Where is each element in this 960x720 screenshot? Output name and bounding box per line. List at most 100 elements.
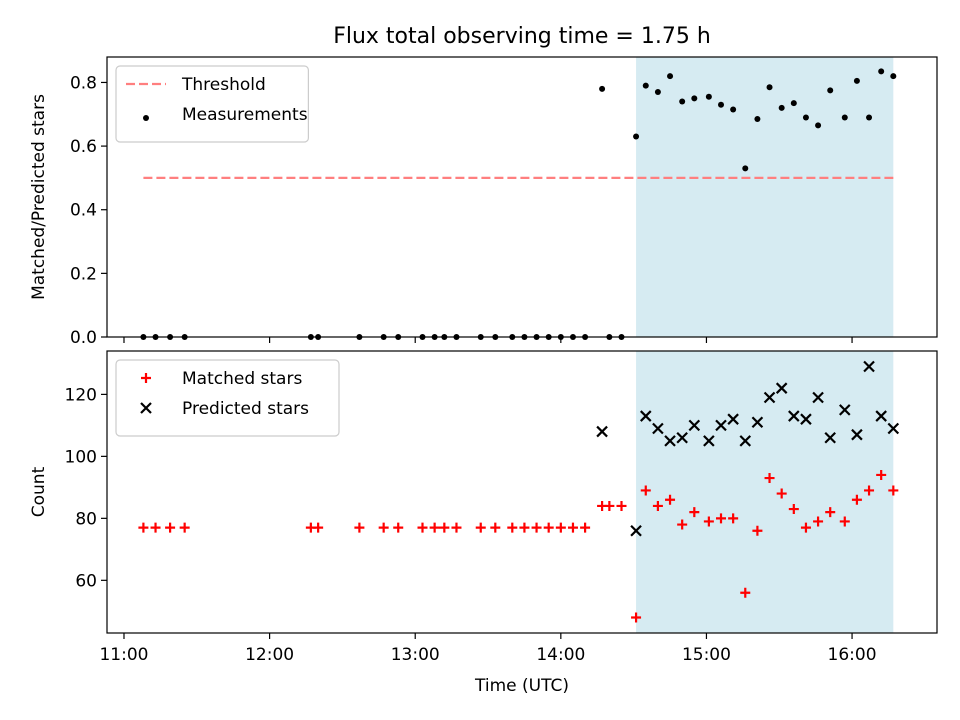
legend-label: Matched stars bbox=[182, 369, 302, 389]
x-tick-label: 15:00 bbox=[682, 645, 731, 665]
matched-stars-point bbox=[800, 522, 811, 533]
measurement-point bbox=[890, 73, 897, 80]
measurement-point bbox=[642, 82, 649, 89]
top-axes-frame bbox=[106, 56, 938, 338]
series-predicted-stars bbox=[596, 360, 900, 537]
matched-stars-point bbox=[851, 494, 862, 505]
y-tick-label: 0.6 bbox=[70, 137, 97, 157]
predicted-stars-point bbox=[875, 410, 887, 422]
predicted-stars-point bbox=[851, 428, 863, 441]
measurement-point bbox=[718, 101, 725, 108]
matched-stars-point bbox=[677, 519, 688, 530]
matched-stars-point bbox=[703, 516, 714, 527]
predicted-stars-point bbox=[751, 416, 764, 429]
matched-stars-point bbox=[165, 522, 176, 533]
y-tick-label: 120 bbox=[65, 385, 97, 405]
measurement-point bbox=[654, 89, 661, 95]
predicted-stars-point bbox=[688, 419, 701, 432]
x-tick-label: 16:00 bbox=[828, 645, 877, 665]
measurement-point bbox=[878, 68, 885, 75]
matched-stars-point bbox=[531, 522, 542, 533]
y-tick-label: 0.0 bbox=[70, 328, 97, 348]
measurement-point bbox=[866, 114, 873, 121]
predicted-stars-point bbox=[887, 422, 900, 435]
top-legend: Threshold Measurements bbox=[115, 65, 309, 143]
matched-stars-point bbox=[888, 485, 899, 496]
matched-stars-point bbox=[839, 516, 850, 527]
measurement-point bbox=[633, 133, 640, 140]
matched-stars-point bbox=[313, 522, 324, 533]
predicted-stars-point bbox=[763, 391, 776, 404]
measurement-point bbox=[691, 95, 698, 102]
matched-stars-point bbox=[393, 522, 404, 533]
matched-stars-point bbox=[825, 507, 836, 518]
x-tick-label: 12:00 bbox=[245, 645, 294, 665]
legend-label: Measurements bbox=[182, 105, 308, 125]
matched-stars-point bbox=[752, 525, 763, 536]
measurement-point bbox=[730, 106, 737, 113]
matched-stars-point bbox=[788, 504, 799, 515]
matched-stars-point bbox=[555, 522, 566, 533]
measurement-point bbox=[853, 77, 860, 84]
predicted-stars-point bbox=[715, 419, 727, 432]
matched-stars-point bbox=[876, 469, 887, 480]
y-tick-label: 0.2 bbox=[70, 264, 97, 284]
predicted-stars-point bbox=[775, 382, 788, 394]
measurement-point bbox=[754, 116, 761, 123]
predicted-stars-point bbox=[727, 413, 739, 425]
bottom-axes-frame bbox=[106, 350, 938, 634]
matched-stars-point bbox=[728, 513, 739, 524]
predicted-stars-point bbox=[630, 524, 642, 537]
matched-stars-point bbox=[567, 522, 578, 533]
matched-stars-point bbox=[616, 500, 627, 511]
measurement-point bbox=[766, 84, 773, 91]
matched-stars-point bbox=[179, 522, 190, 533]
predicted-stars-point bbox=[824, 431, 836, 444]
matched-stars-point bbox=[665, 494, 676, 505]
predicted-stars-point bbox=[639, 410, 652, 422]
matched-stars-point bbox=[740, 587, 751, 598]
legend-box bbox=[115, 65, 309, 143]
y-tick-label: 0.4 bbox=[70, 201, 97, 221]
matched-stars-point bbox=[543, 522, 554, 533]
measurement-point bbox=[599, 85, 606, 92]
matched-stars-point bbox=[640, 485, 651, 496]
matched-stars-point bbox=[652, 500, 663, 511]
bottom-panel: 60 80 100 120 11:00 12:00 13:00 14:00 15:00 16:00… bbox=[29, 350, 938, 696]
series-matched-stars bbox=[138, 469, 899, 623]
y-tick-label: 60 bbox=[75, 571, 97, 591]
measurement-point bbox=[815, 122, 822, 129]
measurement-point bbox=[778, 104, 785, 111]
matched-stars-point bbox=[475, 522, 486, 533]
bottom-legend: Matched stars Predicted stars bbox=[115, 359, 340, 437]
matched-stars-point bbox=[417, 522, 428, 533]
measurement-point bbox=[802, 114, 809, 121]
predicted-stars-point bbox=[800, 413, 812, 425]
matched-stars-point bbox=[451, 522, 462, 533]
y-tick-label: 80 bbox=[75, 509, 97, 529]
x-tick-label: 13:00 bbox=[391, 645, 440, 665]
legend-label: Predicted stars bbox=[182, 399, 309, 419]
x-axis-label: Time (UTC) bbox=[474, 676, 569, 696]
matched-stars-point bbox=[864, 485, 875, 496]
matched-stars-point bbox=[631, 612, 642, 623]
matched-stars-point bbox=[378, 522, 389, 533]
observing-window-span bbox=[636, 57, 894, 337]
measurement-point bbox=[679, 98, 686, 105]
y-tick-label: 100 bbox=[65, 447, 97, 467]
observing-window-span bbox=[636, 351, 894, 633]
matched-stars-point bbox=[519, 522, 530, 533]
x-tick-label: 14:00 bbox=[536, 645, 585, 665]
measurement-point bbox=[827, 87, 834, 94]
legend-label: Threshold bbox=[181, 75, 266, 95]
bottom-y-axis-label: Count bbox=[29, 466, 49, 517]
top-panel: 0.0 0.2 0.4 0.6 0.8 Matched/Predicted stars Th… bbox=[29, 56, 938, 348]
series-measurements bbox=[140, 68, 897, 340]
matched-stars-point bbox=[689, 507, 700, 518]
predicted-stars-point bbox=[788, 410, 800, 422]
matched-stars-point bbox=[150, 522, 161, 533]
measurement-point bbox=[841, 114, 848, 121]
matched-stars-point bbox=[507, 522, 518, 533]
measurement-point bbox=[742, 165, 749, 172]
predicted-stars-point bbox=[664, 435, 676, 447]
